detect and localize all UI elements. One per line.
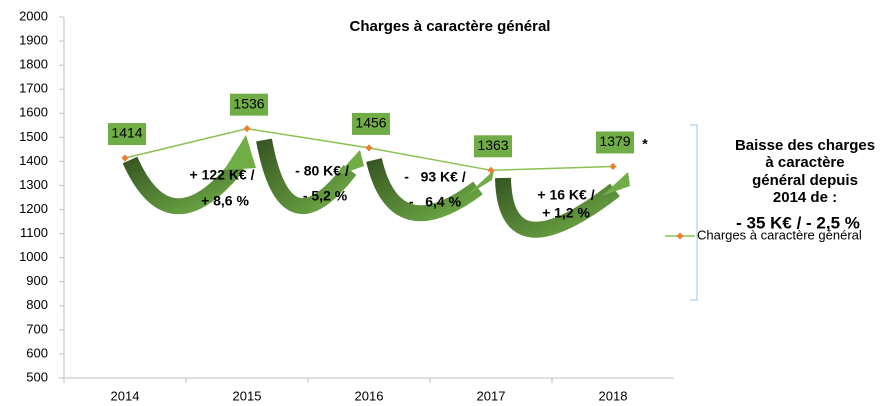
arrow: [495, 177, 620, 238]
data-label: 1536: [233, 95, 264, 111]
arrow: [366, 158, 483, 222]
arrow: [122, 156, 245, 215]
x-tick-label: 2017: [477, 388, 506, 403]
arrow-head: [336, 150, 364, 176]
marker: [609, 162, 617, 170]
data-label-box: [108, 123, 146, 146]
marker: [365, 144, 373, 152]
annotation: + 16 K€ /: [537, 187, 594, 203]
x-tick-label: 2014: [111, 388, 140, 403]
y-tick-label: 1200: [19, 201, 48, 216]
annotation: + 8,6 %: [201, 193, 249, 209]
y-tick-label: 1800: [19, 57, 48, 72]
side-note: général depuis: [752, 172, 858, 189]
annotation: - 93 K€ /: [404, 169, 466, 185]
arrow: [256, 138, 357, 215]
annotation: + 1,2 %: [542, 205, 590, 221]
y-tick-label: 700: [26, 321, 48, 336]
data-label-box: [230, 93, 268, 116]
data-label-box: [474, 135, 512, 158]
y-tick-label: 900: [26, 273, 48, 288]
side-total: - 35 K€ / - 2,5 %: [736, 213, 860, 232]
annotation: + 122 K€ /: [190, 167, 255, 183]
annotation: - 5,2 %: [303, 188, 348, 204]
y-tick-label: 1400: [19, 153, 48, 168]
data-label: 1379: [599, 133, 630, 149]
annotation: *: [642, 136, 648, 152]
data-label-box: [596, 131, 634, 154]
arrow-head: [224, 135, 256, 170]
y-tick-label: 1000: [19, 249, 48, 264]
y-tick-label: 1100: [20, 225, 48, 240]
y-tick-label: 1600: [19, 105, 48, 120]
y-tick-label: 1300: [19, 177, 48, 192]
y-tick-label: 1700: [19, 81, 48, 96]
y-tick-label: 500: [26, 369, 48, 384]
chart-title: Charges à caractère général: [350, 18, 551, 35]
y-tick-label: 1900: [19, 33, 48, 48]
x-tick-label: 2018: [599, 388, 628, 403]
arrow-head: [466, 170, 494, 196]
annotation: - 6,4 %: [409, 194, 462, 210]
y-tick-label: 1500: [19, 129, 48, 144]
y-tick-label: 600: [26, 345, 48, 360]
arrow-head: [602, 172, 630, 196]
legend-marker: [676, 232, 684, 240]
data-label-box: [352, 112, 390, 135]
legend-label: Charges à caractère général: [697, 227, 862, 242]
side-note: à caractère: [765, 154, 844, 171]
annotation: - 80 K€ /: [295, 163, 349, 179]
side-note: 2014 de :: [773, 189, 837, 206]
side-note: Baisse des charges: [735, 137, 875, 154]
x-tick-label: 2016: [355, 388, 384, 403]
marker: [121, 154, 129, 162]
marker: [487, 166, 495, 174]
marker: [243, 125, 251, 133]
x-tick-label: 2015: [233, 388, 262, 403]
arrow-heads: [224, 135, 630, 196]
data-label: 1363: [477, 137, 508, 153]
y-tick-label: 800: [26, 297, 48, 312]
y-tick-label: 2000: [19, 8, 48, 23]
arrows: [122, 138, 620, 238]
data-label: 1414: [111, 125, 142, 141]
data-label: 1456: [355, 115, 386, 131]
bracket: [690, 124, 698, 301]
